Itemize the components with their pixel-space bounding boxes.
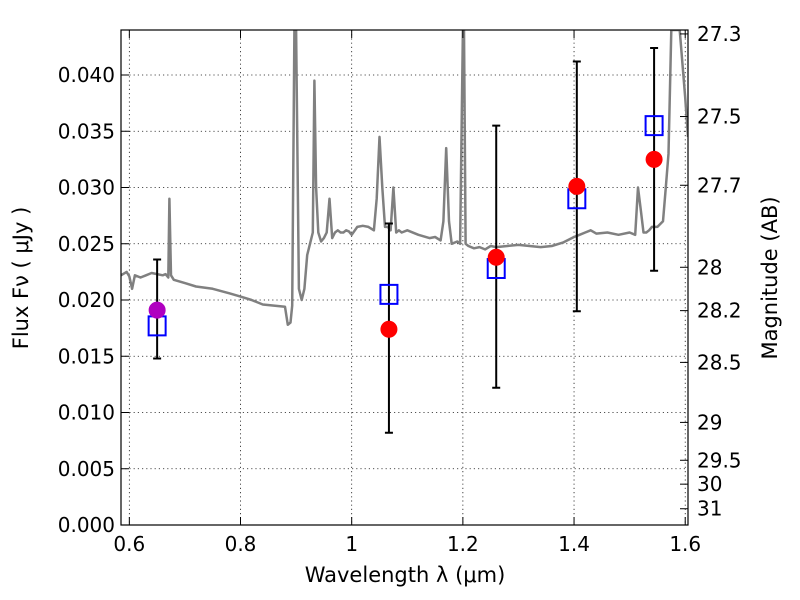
observed-flux-point — [568, 177, 586, 195]
model-flux-square — [379, 283, 399, 305]
grid — [121, 30, 688, 526]
y-tick-label: 0.020 — [58, 288, 115, 312]
model-flux-square — [644, 115, 664, 137]
mag-tick-label: 29.5 — [697, 448, 742, 472]
y-axis-label-right: Magnitude (AB) — [758, 196, 782, 359]
y-axis-label-left: Flux Fν ( μJy ) — [9, 207, 33, 350]
y-tick-label: 0.010 — [58, 401, 115, 425]
observed-flux-point — [645, 150, 663, 168]
mag-tick-label: 28 — [697, 255, 722, 279]
y-tick-label: 0.015 — [58, 344, 115, 368]
x-tick-label: 1.2 — [447, 532, 479, 556]
x-tick-label: 1.6 — [669, 532, 701, 556]
mag-tick-label: 30 — [697, 472, 722, 496]
mag-tick-label: 28.5 — [697, 350, 742, 374]
mag-tick-label: 29 — [697, 410, 722, 434]
x-tick-label: 1.4 — [558, 532, 590, 556]
x-axis-label: Wavelength λ (μm) — [305, 563, 506, 587]
mag-tick-label: 27.3 — [697, 22, 742, 46]
observed-flux-point — [487, 248, 505, 266]
axis-ticks: 0.6 0.8 1 1.2 1.4 1.6 0.000 0.005 0.010 0.015 0.02… — [58, 22, 742, 556]
y-tick-label: 0.005 — [58, 457, 115, 481]
y-tick-label: 0.030 — [58, 176, 115, 200]
mag-tick-label: 27.5 — [697, 105, 742, 129]
observed-flux-point — [380, 320, 398, 338]
y-tick-label: 0.000 — [58, 513, 115, 537]
y-tick-label: 0.040 — [58, 63, 115, 87]
x-tick-label: 0.6 — [113, 532, 145, 556]
x-tick-label: 0.8 — [225, 532, 257, 556]
data-marks — [121, 30, 688, 434]
x-tick-label: 1 — [345, 532, 358, 556]
mag-tick-label: 28.2 — [697, 299, 742, 323]
observed-flux-point — [148, 301, 166, 319]
mag-tick-label: 31 — [697, 497, 722, 521]
plot-frame — [120, 29, 689, 526]
y-tick-label: 0.025 — [58, 232, 115, 256]
plot-area — [121, 30, 688, 434]
model-spectrum-line — [121, 30, 688, 327]
y-tick-label: 0.035 — [58, 119, 115, 143]
mag-tick-label: 27.7 — [697, 173, 742, 197]
